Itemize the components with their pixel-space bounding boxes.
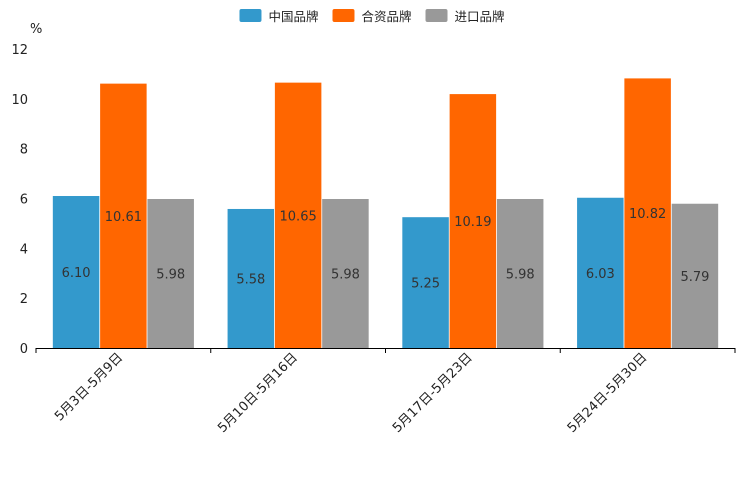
legend-swatch <box>425 9 448 22</box>
bar <box>52 196 100 348</box>
y-tick-label: 6 <box>20 193 28 208</box>
bar <box>322 198 369 348</box>
bar-value-label: 6.10 <box>62 266 91 281</box>
bar-value-label: 10.19 <box>454 215 491 230</box>
x-category-label: 5月24日-5月30日 <box>565 350 651 436</box>
legend-swatch <box>239 9 262 22</box>
bar <box>496 198 544 348</box>
bar-value-label: 5.25 <box>411 277 440 292</box>
y-tick-label: 10 <box>11 93 28 108</box>
y-axis-unit-label: % <box>30 22 42 37</box>
x-category-label: 5月3日-5月9日 <box>52 350 126 424</box>
bar-value-label: 10.61 <box>105 210 142 225</box>
legend-label: 合资品牌 <box>361 9 411 24</box>
bars: 6.10 10.61 5.98 5.58 10.65 5.98 5.25 10.19 5.98 6… <box>52 78 719 349</box>
legend-swatch <box>332 9 355 22</box>
bar <box>274 82 322 348</box>
bar <box>577 197 624 348</box>
bar-value-label: 10.82 <box>629 207 666 222</box>
x-category-label: 5月10日-5月16日 <box>215 350 301 436</box>
bar-value-label: 5.79 <box>680 270 709 285</box>
bar <box>227 208 275 348</box>
legend-label: 中国品牌 <box>268 9 318 24</box>
y-axis: 0 2 4 6 8 10 12 <box>11 43 28 357</box>
bar <box>100 83 147 349</box>
bar <box>449 94 497 348</box>
bar <box>671 203 719 348</box>
bar <box>402 217 449 348</box>
bar-value-label: 5.98 <box>506 267 535 282</box>
x-axis: 5月3日-5月9日 5月10日-5月16日 5月17日-5月23日 5月24日-5月3… <box>35 348 736 436</box>
bar-value-label: 5.98 <box>331 267 360 282</box>
bar-value-label: 5.98 <box>156 267 185 282</box>
y-tick-label: 8 <box>20 143 28 158</box>
bar-value-label: 5.58 <box>236 272 265 287</box>
bar <box>147 198 194 348</box>
legend: 中国品牌 合资品牌 进口品牌 <box>239 9 505 24</box>
bar-value-label: 10.65 <box>280 209 317 224</box>
bar <box>624 78 671 348</box>
legend-label: 进口品牌 <box>455 9 505 24</box>
x-category-label: 5月17日-5月23日 <box>390 350 476 436</box>
y-tick-label: 0 <box>20 342 28 357</box>
y-tick-label: 12 <box>11 43 28 58</box>
y-tick-label: 2 <box>20 292 28 307</box>
y-tick-label: 4 <box>20 242 28 257</box>
bar-value-label: 6.03 <box>586 267 615 282</box>
